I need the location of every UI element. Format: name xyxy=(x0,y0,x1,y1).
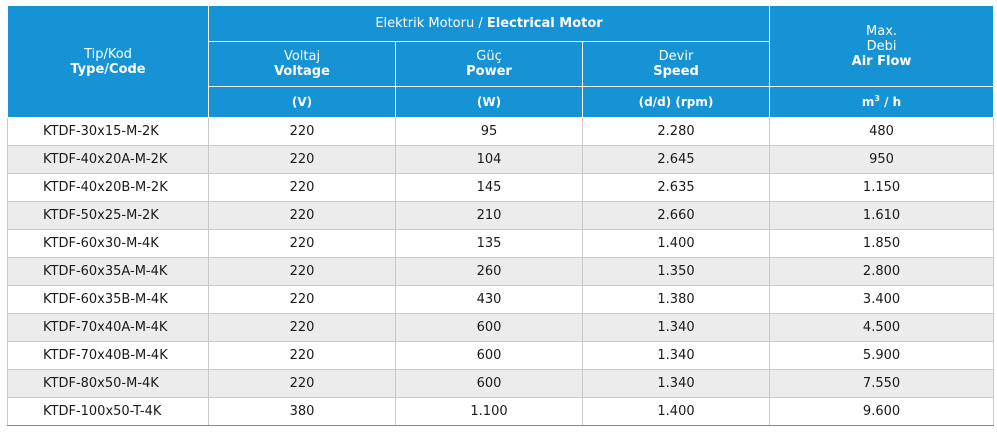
cell-power: 135 xyxy=(395,229,583,258)
cell-speed: 1.340 xyxy=(582,313,771,342)
speed-unit: (d/d) (rpm) xyxy=(581,86,771,118)
table-row: KTDF-30x15-M-2K 220 95 2.280 480 xyxy=(7,117,995,146)
table-row: KTDF-100x50-T-4K 380 1.100 1.400 9.600 xyxy=(7,397,995,426)
cell-voltage: 220 xyxy=(208,285,396,314)
cell-airflow: 3.400 xyxy=(769,285,995,314)
cell-airflow: 950 xyxy=(769,145,995,174)
table-row: KTDF-60x30-M-4K 220 135 1.400 1.850 xyxy=(7,229,995,258)
cell-voltage: 220 xyxy=(208,341,396,370)
cell-voltage: 220 xyxy=(208,145,396,174)
cell-speed: 2.635 xyxy=(582,173,771,202)
cell-voltage: 220 xyxy=(208,201,396,230)
table-row: KTDF-50x25-M-2K 220 210 2.660 1.610 xyxy=(7,201,995,230)
cell-airflow: 1.610 xyxy=(769,201,995,230)
electrical-motor-header-tr: Elektrik Motoru / xyxy=(375,16,483,31)
airflow-header-en: Air Flow xyxy=(851,53,912,69)
cell-power: 210 xyxy=(395,201,583,230)
cell-airflow: 2.800 xyxy=(769,257,995,286)
type-code-header: Tip/Kod Type/Code xyxy=(7,5,209,118)
cell-speed: 1.340 xyxy=(582,341,771,370)
cell-code: KTDF-100x50-T-4K xyxy=(7,397,209,426)
cell-voltage: 220 xyxy=(208,313,396,342)
voltage-unit: (V) xyxy=(208,86,396,118)
cell-airflow: 1.150 xyxy=(769,173,995,202)
airflow-header: Max. Debi Air Flow xyxy=(769,5,995,87)
table-row: KTDF-80x50-M-4K 220 600 1.340 7.550 xyxy=(7,369,995,398)
power-header-en: Power xyxy=(466,64,512,79)
power-unit: (W) xyxy=(395,86,583,118)
airflow-header-tr: Debi xyxy=(866,38,897,54)
cell-speed: 2.280 xyxy=(582,117,771,146)
airflow-unit: m3 / h xyxy=(769,86,995,118)
cell-code: KTDF-60x35B-M-4K xyxy=(7,285,209,314)
electrical-motor-header-en: Electrical Motor xyxy=(486,16,603,31)
table-row: KTDF-70x40A-M-4K 220 600 1.340 4.500 xyxy=(7,313,995,342)
cell-code: KTDF-60x35A-M-4K xyxy=(7,257,209,286)
table-row: KTDF-40x20B-M-2K 220 145 2.635 1.150 xyxy=(7,173,995,202)
cell-code: KTDF-50x25-M-2K xyxy=(7,201,209,230)
cell-voltage: 380 xyxy=(208,397,396,426)
table-row: KTDF-70x40B-M-4K 220 600 1.340 5.900 xyxy=(7,341,995,370)
power-header-tr: Güç xyxy=(476,49,502,64)
cell-power: 104 xyxy=(395,145,583,174)
cell-speed: 2.645 xyxy=(582,145,771,174)
speed-header-tr: Devir xyxy=(658,49,694,64)
voltage-header-en: Voltage xyxy=(274,64,330,79)
cell-speed: 1.340 xyxy=(582,369,771,398)
cell-power: 600 xyxy=(395,341,583,370)
cell-speed: 1.380 xyxy=(582,285,771,314)
cell-code: KTDF-70x40A-M-4K xyxy=(7,313,209,342)
cell-power: 600 xyxy=(395,369,583,398)
cell-voltage: 220 xyxy=(208,257,396,286)
type-code-header-en: Type/Code xyxy=(70,61,146,77)
type-code-header-tr: Tip/Kod xyxy=(84,46,132,62)
table-row: KTDF-60x35A-M-4K 220 260 1.350 2.800 xyxy=(7,257,995,286)
cell-airflow: 7.550 xyxy=(769,369,995,398)
cell-airflow: 9.600 xyxy=(769,397,995,426)
cell-voltage: 220 xyxy=(208,173,396,202)
cell-code: KTDF-70x40B-M-4K xyxy=(7,341,209,370)
cell-airflow: 5.900 xyxy=(769,341,995,370)
airflow-header-max: Max. xyxy=(866,23,898,39)
cell-power: 95 xyxy=(395,117,583,146)
cell-power: 145 xyxy=(395,173,583,202)
cell-airflow: 1.850 xyxy=(769,229,995,258)
cell-power: 600 xyxy=(395,313,583,342)
cell-voltage: 220 xyxy=(208,229,396,258)
speed-header-en: Speed xyxy=(653,64,699,79)
cell-voltage: 220 xyxy=(208,369,396,398)
cell-speed: 2.660 xyxy=(582,201,771,230)
cell-code: KTDF-60x30-M-4K xyxy=(7,229,209,258)
power-header: Güç Power xyxy=(395,41,583,87)
voltage-header: Voltaj Voltage xyxy=(208,41,396,87)
cell-power: 430 xyxy=(395,285,583,314)
table-row: KTDF-60x35B-M-4K 220 430 1.380 3.400 xyxy=(7,285,995,314)
cell-code: KTDF-80x50-M-4K xyxy=(7,369,209,398)
cell-airflow: 480 xyxy=(769,117,995,146)
cell-power: 1.100 xyxy=(395,397,583,426)
table-row: KTDF-40x20A-M-2K 220 104 2.645 950 xyxy=(7,145,995,174)
cell-airflow: 4.500 xyxy=(769,313,995,342)
electrical-motor-header: Elektrik Motoru / Electrical Motor xyxy=(207,5,771,42)
cell-speed: 1.400 xyxy=(582,397,771,426)
cell-speed: 1.350 xyxy=(582,257,771,286)
cell-speed: 1.400 xyxy=(582,229,771,258)
cell-voltage: 220 xyxy=(208,117,396,146)
motor-spec-table: Tip/Kod Type/Code Elektrik Motoru / Elec… xyxy=(7,5,995,426)
cell-code: KTDF-40x20B-M-2K xyxy=(7,173,209,202)
cell-power: 260 xyxy=(395,257,583,286)
voltage-header-tr: Voltaj xyxy=(283,49,321,64)
speed-header: Devir Speed xyxy=(581,41,771,87)
cell-code: KTDF-30x15-M-2K xyxy=(7,117,209,146)
spec-rows: KTDF-30x15-M-2K 220 95 2.280 480 KTDF-40x20A-… xyxy=(7,117,995,426)
cell-code: KTDF-40x20A-M-2K xyxy=(7,145,209,174)
